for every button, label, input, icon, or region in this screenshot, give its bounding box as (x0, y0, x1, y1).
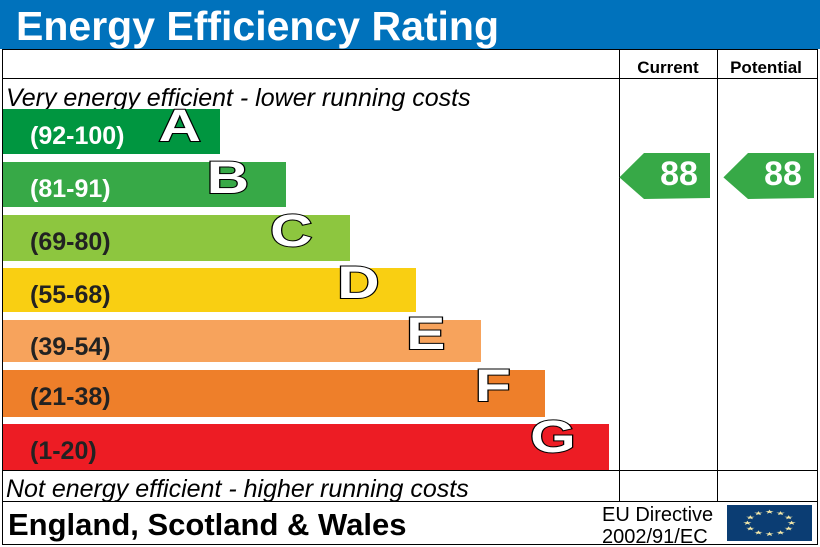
svg-text:B: B (207, 153, 249, 203)
svg-text:D: D (337, 258, 379, 308)
svg-text:F: F (475, 361, 511, 411)
svg-text:E: E (406, 310, 445, 360)
svg-text:88: 88 (764, 155, 802, 193)
svg-text:C: C (270, 206, 312, 256)
svg-text:A: A (159, 101, 201, 151)
svg-text:G: G (530, 413, 576, 463)
svg-text:88: 88 (660, 155, 698, 193)
